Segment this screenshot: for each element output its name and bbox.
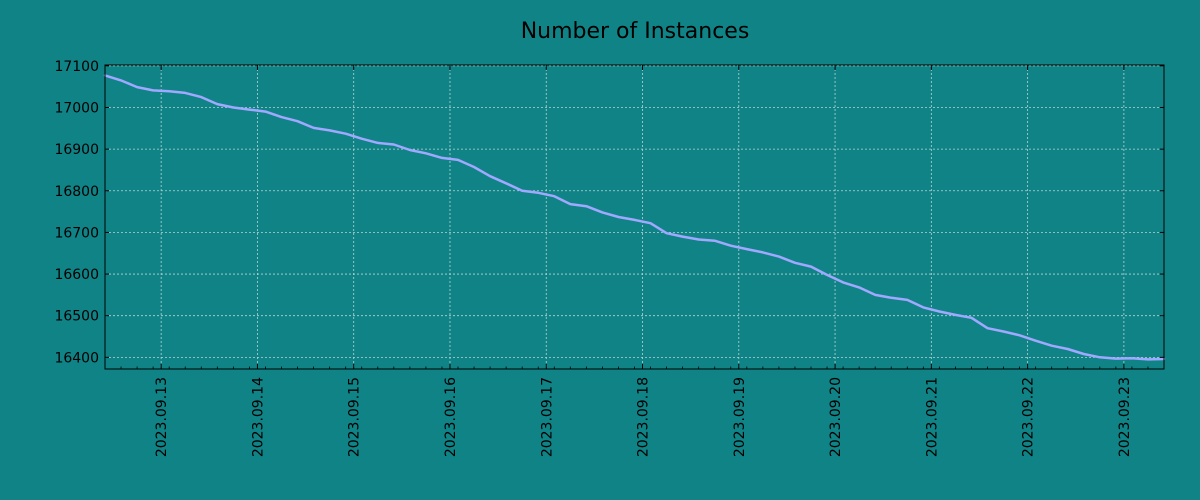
x-tick-label: 2023.09.20 [828, 377, 844, 457]
series-layer [103, 74, 1166, 361]
y-tick-label: 16700 [54, 225, 99, 241]
x-tick-label: 2023.09.22 [1021, 377, 1037, 457]
x-tick-label: 2023.09.21 [924, 377, 940, 457]
y-tick-label: 16500 [54, 309, 99, 325]
plot-frame [104, 64, 1165, 370]
y-tick-label: 17000 [54, 100, 99, 116]
chart-title: Number of Instances [521, 19, 750, 44]
x-tick-label: 2023.09.23 [1117, 377, 1133, 457]
y-tick-label: 16800 [54, 184, 99, 200]
y-tick-label: 16400 [54, 350, 99, 366]
x-tick-label: 2023.09.14 [250, 377, 266, 457]
x-tick-label: 2023.09.18 [636, 377, 652, 457]
x-tick-label: 2023.09.16 [443, 377, 459, 457]
y-tick-label: 16900 [54, 142, 99, 158]
y-tick-label: 17100 [54, 59, 99, 75]
ticks: 16400 16500 16600 16700 16800 16900 17000 17100… [54, 59, 1165, 457]
x-tick-label: 2023.09.17 [539, 377, 555, 457]
grid [105, 65, 1164, 369]
series-line [103, 74, 1166, 361]
x-tick-label: 2023.09.15 [347, 377, 363, 457]
y-tick-label: 16600 [54, 267, 99, 283]
x-tick-label: 2023.09.13 [154, 377, 170, 457]
x-tick-label: 2023.09.19 [732, 377, 748, 457]
